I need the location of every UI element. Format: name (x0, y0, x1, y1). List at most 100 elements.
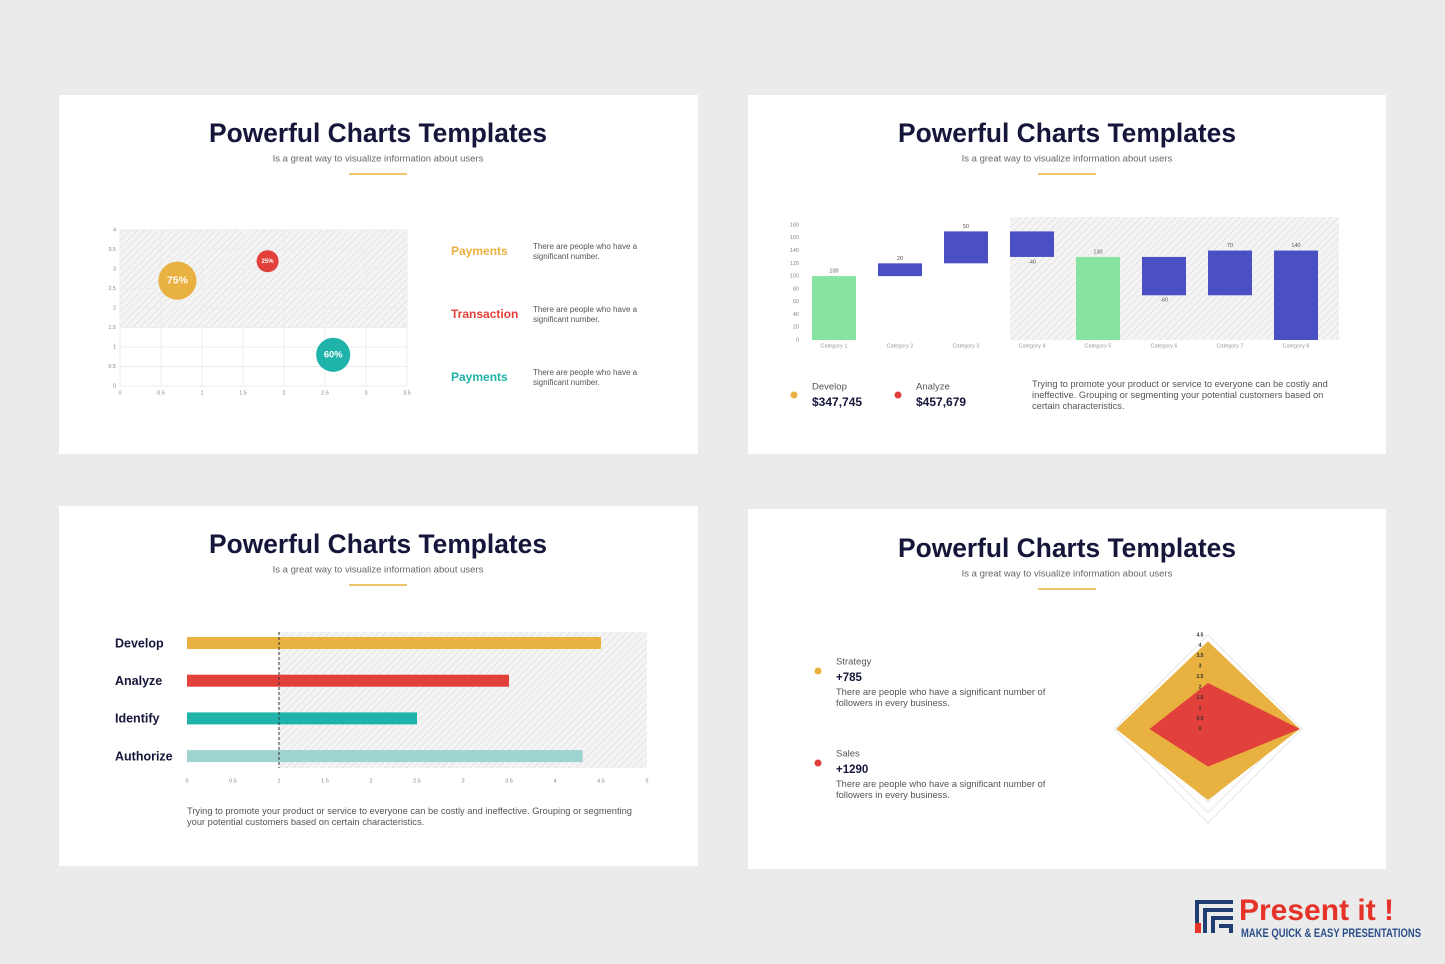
y-tick-label: 80 (793, 286, 799, 292)
y-tick-label: 0.5 (108, 364, 116, 370)
brand-tagline: MAKE QUICK & EASY PRESENTATIONS (1241, 928, 1421, 940)
legend-description: There are people who have a significant … (533, 242, 638, 261)
x-tick-label: 4.5 (597, 778, 605, 784)
note: Trying to promote your product or servic… (1032, 379, 1328, 411)
bar (878, 263, 922, 277)
y-tick-label: 60 (793, 299, 799, 305)
x-tick-label: 1.5 (321, 778, 329, 784)
slide-title: Powerful Charts Templates (209, 118, 547, 148)
legend-label: Payments (451, 370, 508, 384)
x-tick-label: 0 (185, 778, 188, 784)
y-tick-label: 1.5 (108, 325, 116, 331)
value-label: 130 (1093, 249, 1102, 255)
y-tick-label: 2.5 (108, 286, 116, 292)
legend-dot (790, 391, 798, 399)
x-tick-label: 3.5 (505, 778, 513, 784)
y-tick-label: 100 (790, 274, 799, 280)
bar (812, 276, 856, 340)
x-tick-label: 5 (645, 778, 648, 784)
legend-dot (814, 759, 822, 767)
y-tick-label: 3.5 (1197, 653, 1204, 659)
legend-label: Analyze (916, 382, 950, 393)
bar (187, 674, 509, 687)
x-tick-label: 1 (277, 778, 280, 784)
legend-label: Transaction (451, 307, 518, 321)
hatch-area (279, 632, 647, 768)
legend-value: $457,679 (916, 395, 966, 409)
y-tick-label: 0 (113, 383, 116, 389)
value-label: 20 (897, 256, 903, 262)
y-tick-label: 160 (790, 235, 799, 241)
value-label: 140 (1291, 243, 1300, 249)
legend-description: There are people who have a significant … (836, 779, 1046, 800)
y-tick-label: 120 (790, 261, 799, 267)
y-tick-label: 1 (113, 344, 116, 350)
legend-label: Sales (836, 749, 860, 760)
x-tick-label: 1 (200, 390, 203, 396)
slide (748, 509, 1386, 869)
legend-dot (894, 391, 902, 399)
y-tick-label: Authorize (115, 749, 173, 763)
bar (187, 712, 417, 725)
x-tick-label: Category 6 (1151, 343, 1178, 349)
bar (1076, 256, 1120, 340)
y-tick-label: 4 (1199, 643, 1202, 649)
value-label: 70 (1227, 243, 1233, 249)
bar (1208, 250, 1252, 296)
x-tick-label: 2.5 (321, 390, 329, 396)
y-tick-label: 0 (796, 337, 799, 343)
y-tick-label: 4 (113, 227, 116, 233)
y-tick-label: Develop (115, 636, 164, 650)
y-tick-label: 3 (1199, 664, 1202, 670)
y-tick-label: 1 (1199, 705, 1202, 711)
legend-label: Strategy (836, 657, 872, 668)
slide-subtitle: Is a great way to visualize information … (962, 569, 1173, 580)
value-label: 100 (829, 269, 838, 275)
legend-description: There are people who have a significant … (533, 368, 638, 387)
y-tick-label: 140 (790, 248, 799, 254)
value-label: -60 (1160, 298, 1168, 304)
bubble-label: 25% (262, 259, 275, 265)
x-tick-label: 3 (364, 390, 367, 396)
bar (1142, 256, 1186, 296)
x-tick-label: Category 3 (953, 343, 980, 349)
x-tick-label: 3.5 (403, 390, 411, 396)
legend-description: There are people who have a significant … (533, 305, 638, 324)
x-tick-label: Category 4 (1019, 343, 1046, 349)
slide-subtitle: Is a great way to visualize information … (962, 154, 1173, 165)
y-tick-label: 0.5 (1197, 716, 1204, 722)
x-tick-label: 0 (118, 390, 121, 396)
bubble (256, 250, 279, 273)
legend-value: +785 (836, 672, 863, 684)
y-tick-label: 2 (1199, 685, 1202, 691)
y-tick-label: 3 (113, 266, 116, 272)
legend-dot (814, 667, 822, 675)
radar-area (1149, 683, 1300, 767)
y-tick-label: 180 (790, 222, 799, 228)
grid-ring (1113, 634, 1303, 824)
bar (944, 231, 988, 264)
legend-label: Develop (812, 382, 847, 393)
value-label: 50 (963, 224, 969, 230)
bubble (316, 337, 351, 372)
value-label: -40 (1028, 259, 1036, 265)
y-tick-label: 2 (113, 305, 116, 311)
legend-description: There are people who have a significant … (836, 687, 1046, 708)
x-tick-label: Category 5 (1085, 343, 1112, 349)
legend-label: Payments (451, 244, 508, 258)
legend-value: +1290 (836, 764, 868, 776)
bubble-label: 75% (167, 275, 189, 286)
x-tick-label: 1.5 (239, 390, 247, 396)
x-tick-label: Category 1 (821, 343, 848, 349)
y-tick-label: 3.5 (108, 247, 116, 253)
bar (187, 637, 601, 649)
bar (1010, 231, 1054, 257)
bar (187, 750, 583, 763)
bubble-label: 60% (324, 349, 343, 359)
y-tick-label: 40 (793, 312, 799, 318)
x-tick-label: 0.5 (229, 778, 237, 784)
y-tick-label: 2.5 (1197, 674, 1204, 680)
legend-value: $347,745 (812, 395, 862, 409)
x-tick-label: 3 (461, 778, 464, 784)
